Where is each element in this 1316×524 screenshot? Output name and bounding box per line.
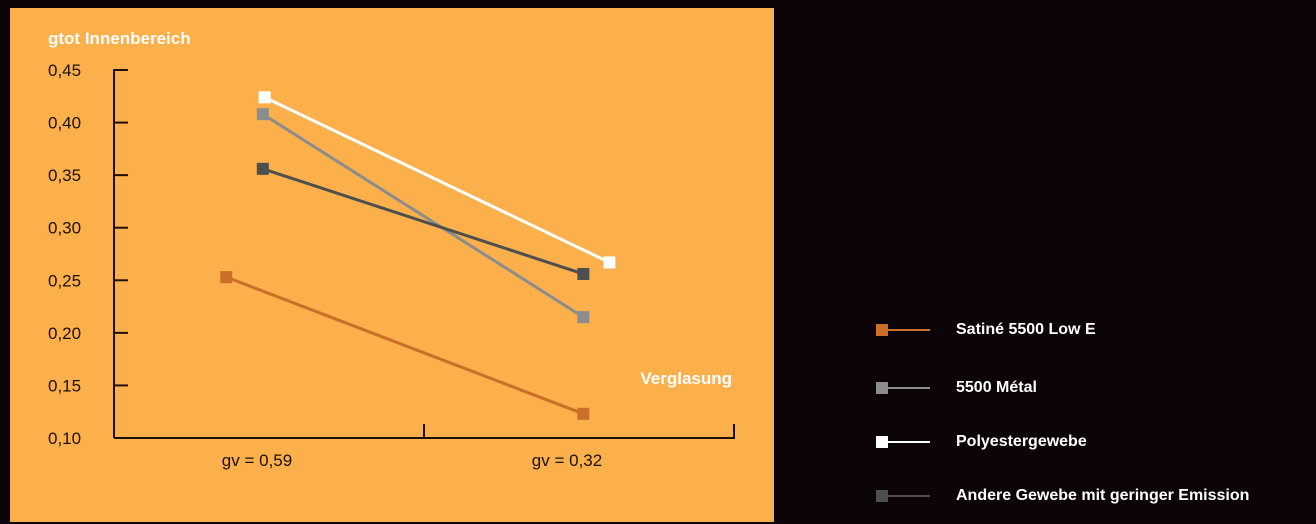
- legend-item: 5500 Métal: [876, 376, 1316, 400]
- y-axis: 0,10 0,15 0,20 0,25 0,30 0,35 0,40 0,45: [48, 61, 128, 448]
- legend-swatch: [876, 382, 930, 394]
- x-tick-label: gv = 0,59: [222, 451, 292, 470]
- series-line: [264, 95, 611, 264]
- legend-item: Polyestergewebe: [876, 430, 1316, 454]
- legend-swatch: [876, 490, 930, 502]
- series-point: [577, 407, 590, 420]
- series-line: [261, 112, 585, 319]
- series-point: [577, 267, 590, 280]
- series-line: [225, 275, 584, 416]
- line-chart: gtot Innenbereich 0,100,150,200,250,300,…: [48, 29, 735, 470]
- legend-marker: [876, 490, 888, 502]
- y-tick-label: 0,40: [48, 114, 81, 133]
- legend-swatch: [876, 324, 930, 336]
- legend-item: Satiné 5500 Low E: [876, 318, 1316, 342]
- x-tick-label: gv = 0,32: [532, 451, 602, 470]
- y-tick-label: 0,35: [48, 166, 81, 185]
- legend-marker: [876, 324, 888, 336]
- series-0: [220, 271, 590, 420]
- series-point: [256, 162, 269, 175]
- series-layer: [220, 91, 616, 420]
- y-tick-label: 0,10: [48, 429, 81, 448]
- x-axis: gv = 0,59 gv = 0,32: [114, 424, 735, 470]
- y-tick-label: 0,25: [48, 271, 81, 290]
- series-2: [258, 91, 616, 269]
- y-tick-label: 0,30: [48, 219, 81, 238]
- legend-item: Andere Gewebe mit geringer Emission: [876, 484, 1316, 508]
- series-point: [577, 311, 590, 324]
- y-tick-label: 0,15: [48, 376, 81, 395]
- series-1: [256, 108, 590, 324]
- legend-label: Andere Gewebe mit geringer Emission: [956, 487, 1250, 504]
- y-tick-label: 0,45: [48, 61, 81, 80]
- series-point: [220, 271, 233, 284]
- series-point: [603, 256, 616, 269]
- legend-marker: [876, 436, 888, 448]
- legend-label: Satiné 5500 Low E: [956, 321, 1096, 338]
- y-axis-title: gtot Innenbereich: [48, 29, 191, 48]
- x-axis-title: Verglasung: [640, 369, 732, 388]
- series-point: [256, 108, 269, 121]
- series-point: [258, 91, 271, 104]
- legend-label: 5500 Métal: [956, 379, 1037, 396]
- series-line: [262, 167, 584, 276]
- legend-label: Polyestergewebe: [956, 433, 1087, 450]
- legend-swatch: [876, 436, 930, 448]
- legend-marker: [876, 382, 888, 394]
- chart-panel: gtot Innenbereich 0,10 0,15 0,20 0,25 0,30 0,…: [10, 8, 774, 522]
- series-3: [256, 162, 590, 280]
- y-tick-label: 0,20: [48, 324, 81, 343]
